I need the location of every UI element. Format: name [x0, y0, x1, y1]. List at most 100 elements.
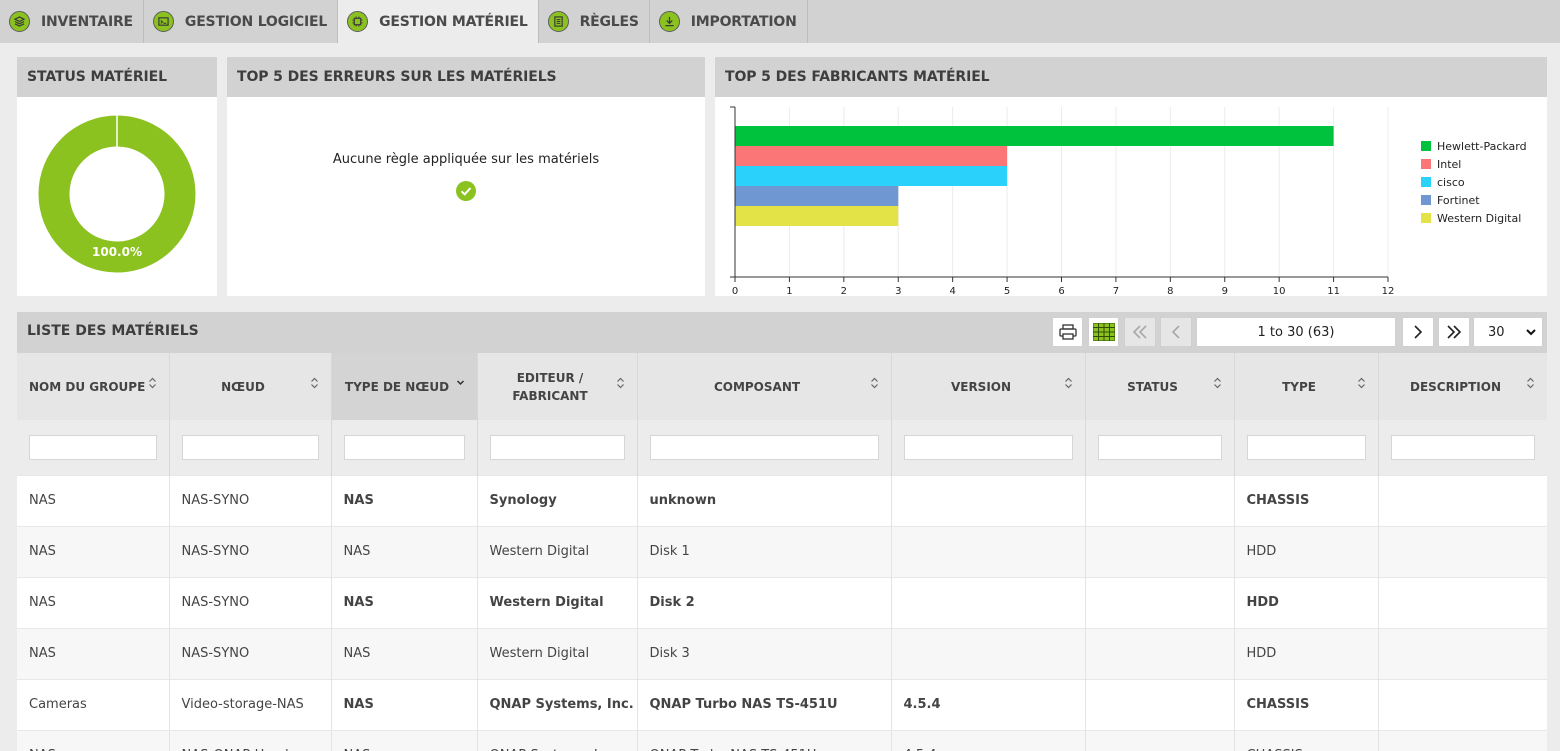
table-cell: [1378, 525, 1547, 577]
column-header[interactable]: TYPE DE NŒUD: [331, 353, 478, 420]
column-filter-input[interactable]: [1390, 434, 1535, 460]
table-cell: NAS: [331, 525, 478, 577]
filter-cell: [1085, 420, 1235, 475]
column-header-label: EDITEUR / FABRICANT: [512, 370, 588, 403]
column-header[interactable]: COMPOSANT: [637, 353, 892, 420]
no-rule-message: Aucune règle appliquée sur les matériels: [332, 152, 600, 167]
column-header-label: NŒUD: [221, 379, 265, 394]
column-filter-input[interactable]: [1097, 434, 1222, 460]
x-tick-label: 12: [1382, 286, 1395, 296]
column-filter-input[interactable]: [181, 434, 319, 460]
table-cell: CHASSIS: [1234, 474, 1379, 526]
filter-cell: [637, 420, 892, 475]
column-header-label: NOM DU GROUPE: [29, 379, 146, 394]
status-panel-title: STATUS MATÉRIEL: [17, 57, 217, 97]
column-header[interactable]: STATUS: [1085, 353, 1235, 420]
column-header[interactable]: TYPE: [1234, 353, 1379, 420]
print-button[interactable]: [1052, 317, 1083, 347]
hardware-list: LISTE DES MATÉRIELS 1 to 30 (63): [17, 312, 1547, 751]
column-header[interactable]: EDITEUR / FABRICANT: [477, 353, 638, 420]
chevron-left-icon: [1171, 325, 1180, 339]
table-row[interactable]: NAS NAS-SYNO NAS Western Digital Disk 2 HDD: [17, 576, 1547, 628]
x-tick-label: 1: [786, 286, 792, 296]
table-cell: QNAP Systems, Inc.: [477, 678, 638, 730]
status-donut-chart: 100.0%: [38, 115, 196, 273]
x-tick-label: 6: [1058, 286, 1064, 296]
donut-slice[interactable]: [38, 115, 196, 273]
legend-label: Fortinet: [1437, 194, 1480, 207]
x-tick-label: 0: [732, 286, 738, 296]
legend-label: Intel: [1437, 158, 1461, 171]
column-header[interactable]: DESCRIPTION: [1378, 353, 1547, 420]
column-filter-input[interactable]: [903, 434, 1073, 460]
table-cell: NAS: [17, 729, 170, 751]
manufacturers-panel-title: TOP 5 DES FABRICANTS MATÉRIEL: [715, 57, 1547, 97]
export-grid-button[interactable]: [1088, 317, 1119, 347]
table-cell: CHASSIS: [1234, 678, 1379, 730]
column-filter-input[interactable]: [489, 434, 625, 460]
tab-gestion-materiel[interactable]: GESTION MATÉRIEL: [338, 0, 539, 43]
table-cell: Disk 2: [637, 576, 892, 628]
tab-label: GESTION LOGICIEL: [184, 13, 328, 30]
prev-page-button[interactable]: [1160, 317, 1192, 347]
bar[interactable]: [735, 186, 899, 206]
filter-row: [17, 420, 1547, 475]
tab-regles[interactable]: RÈGLES: [539, 0, 650, 43]
table-cell: Western Digital: [477, 525, 638, 577]
column-header[interactable]: NŒUD: [169, 353, 332, 420]
last-page-button[interactable]: [1438, 317, 1470, 347]
page-size-select[interactable]: 30: [1473, 317, 1543, 347]
first-page-button[interactable]: [1124, 317, 1156, 347]
column-filter-input[interactable]: [343, 434, 465, 460]
table-row[interactable]: NAS NAS-SYNO NAS Western Digital Disk 1 HDD: [17, 525, 1547, 577]
column-header-label: STATUS: [1127, 379, 1178, 394]
table-cell: [1378, 729, 1547, 751]
column-filter-input[interactable]: [29, 434, 157, 460]
column-header-label: VERSION: [950, 379, 1012, 394]
tab-importation[interactable]: IMPORTATION: [650, 0, 808, 43]
sort-desc-icon: [456, 380, 464, 386]
table-cell: NAS-SYNO: [169, 525, 332, 577]
table-row[interactable]: NAS NAS-SYNO NAS Synology unknown CHASSIS: [17, 474, 1547, 526]
table-cell: [1085, 525, 1235, 577]
table-cell: QNAP Turbo NAS TS-451U: [637, 729, 892, 751]
column-header[interactable]: NOM DU GROUPE: [17, 353, 170, 420]
donut-data-label: 100.0%: [92, 245, 142, 259]
next-page-button[interactable]: [1402, 317, 1434, 347]
table-row[interactable]: Cameras Video-storage-NAS NAS QNAP Systems,…: [17, 678, 1547, 730]
tab-label: RÈGLES: [579, 13, 639, 30]
table-cell: NAS-SYNO: [169, 474, 332, 526]
table-cell: [1085, 474, 1235, 526]
chip-icon: [347, 11, 369, 32]
x-tick-label: 8: [1167, 286, 1173, 296]
legend-swatch: [1421, 141, 1431, 151]
table-cell: NAS: [17, 576, 170, 628]
table-cell: NAS: [17, 627, 170, 679]
table-cell: 4.5.4: [891, 678, 1086, 730]
tab-gestion-logiciel[interactable]: GESTION LOGICIEL: [144, 0, 339, 43]
bar[interactable]: [735, 146, 1008, 166]
bar[interactable]: [735, 126, 1334, 146]
table-cell: [1378, 474, 1547, 526]
table-cell: NAS-QNAP-Head: [169, 729, 332, 751]
table-cell: NAS-SYNO: [169, 627, 332, 679]
table-cell: NAS: [331, 729, 478, 751]
column-filter-input[interactable]: [1246, 434, 1366, 460]
column-filter-input[interactable]: [649, 434, 879, 460]
top-nav: INVENTAIRE GESTION LOGICIEL GESTION MATÉ…: [0, 0, 1560, 43]
bar[interactable]: [735, 206, 899, 226]
x-tick-label: 9: [1222, 286, 1228, 296]
table-row[interactable]: NAS NAS-SYNO NAS Western Digital Disk 3 HDD: [17, 627, 1547, 679]
column-header-label: COMPOSANT: [713, 379, 801, 394]
table-cell: unknown: [637, 474, 892, 526]
bar[interactable]: [735, 166, 1008, 186]
column-header[interactable]: VERSION: [891, 353, 1086, 420]
x-tick-label: 10: [1273, 286, 1286, 296]
table-cell: [891, 474, 1086, 526]
tab-inventaire[interactable]: INVENTAIRE: [0, 0, 144, 43]
layers-icon: [9, 11, 30, 32]
double-chevron-right-icon: [1447, 325, 1462, 339]
double-chevron-left-icon: [1132, 325, 1147, 339]
